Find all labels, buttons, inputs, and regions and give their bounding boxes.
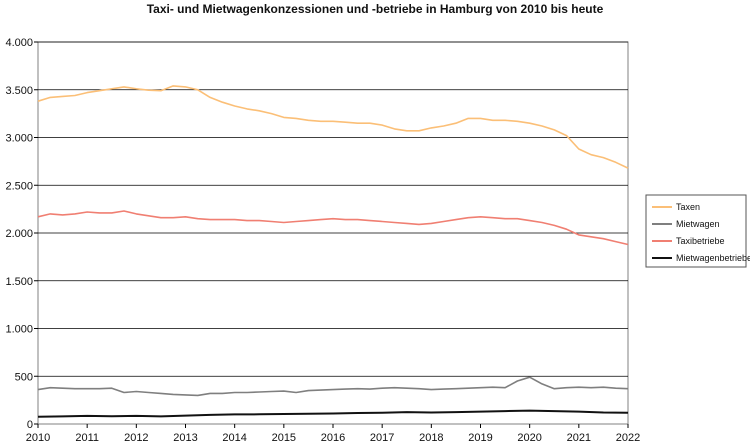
x-tick-label: 2016 [321, 432, 345, 443]
x-tick-label: 2010 [26, 432, 50, 443]
y-tick-label: 3.000 [5, 133, 33, 145]
x-tick-label: 2014 [222, 432, 246, 443]
x-tick-label: 2018 [419, 432, 443, 443]
legend-label: Taxibetriebe [676, 236, 725, 246]
legend-label: Taxen [676, 202, 700, 212]
x-tick-label: 2022 [616, 432, 640, 443]
y-tick-label: 1.500 [5, 276, 33, 288]
series-line-mietwagen [37, 376, 629, 397]
gridlines [38, 41, 628, 377]
y-axis-ticks: 0 500 1.000 1.500 2.000 2.500 3.000 3.500 4.000 [5, 37, 38, 431]
y-tick-label: 4.000 [5, 37, 33, 49]
series-lines [37, 85, 629, 418]
series-line-taxen [37, 85, 629, 169]
x-tick-label: 2012 [124, 432, 148, 443]
x-tick-label: 2017 [370, 432, 394, 443]
chart-title: Taxi- und Mietwagenkonzessionen und -bet… [146, 2, 604, 16]
x-tick-label: 2019 [468, 432, 492, 443]
y-tick-label: 0 [27, 419, 33, 431]
x-tick-label: 2020 [517, 432, 541, 443]
x-tick-label: 2021 [567, 432, 591, 443]
legend: Taxen Mietwagen Taxibetriebe Mietwagenbetri… [645, 194, 750, 268]
series-line-taxibetriebe [37, 210, 629, 246]
y-tick-label: 1.000 [5, 324, 33, 336]
y-tick-label: 3.500 [5, 85, 33, 97]
x-tick-label: 2015 [272, 432, 296, 443]
legend-label: Mietwagenbetriebe [676, 253, 750, 263]
x-axis-ticks: 2010 2011 2012 2013 2014 2015 2016 2017 2018 2019… [26, 424, 640, 443]
legend-label: Mietwagen [676, 219, 720, 229]
y-tick-label: 500 [15, 371, 33, 383]
series-line-mietwagenbetriebe [37, 409, 629, 418]
x-tick-label: 2011 [75, 432, 99, 443]
y-tick-label: 2.000 [5, 228, 33, 240]
x-tick-label: 2013 [173, 432, 197, 443]
y-tick-label: 2.500 [5, 180, 33, 192]
